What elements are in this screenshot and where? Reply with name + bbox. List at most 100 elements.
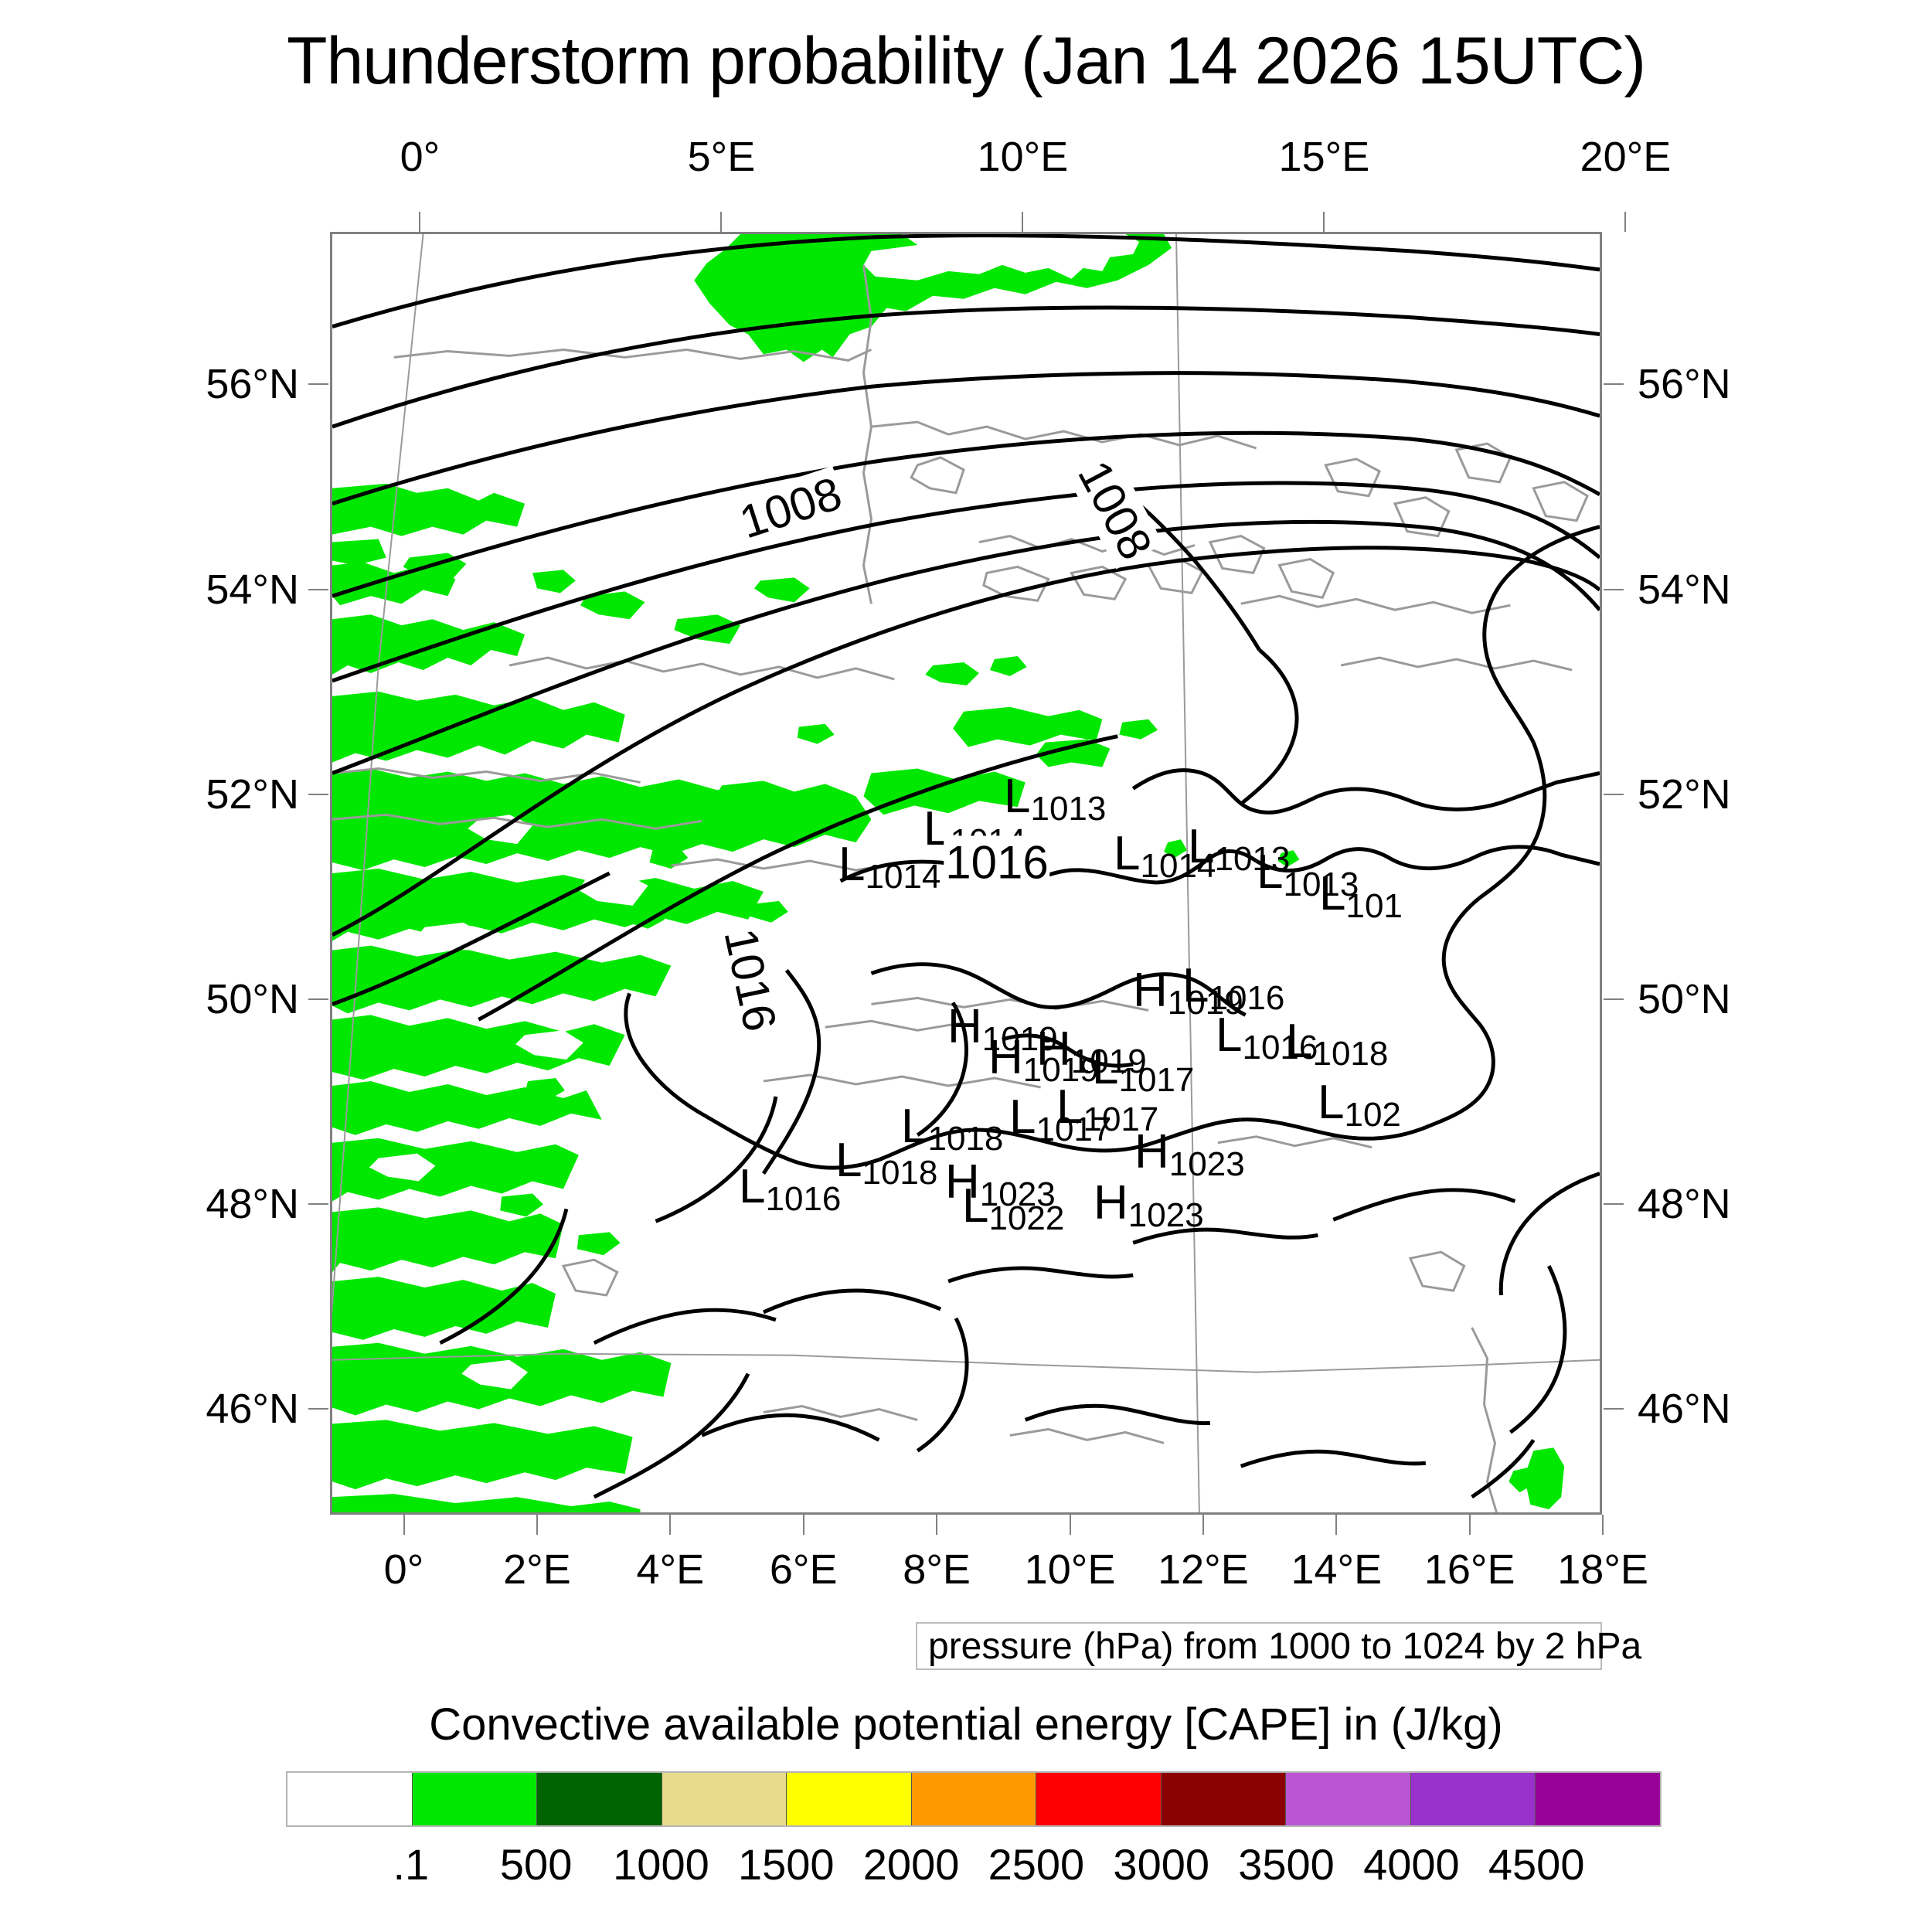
pressure-center-symbol: L <box>1056 1080 1083 1134</box>
tick-left <box>308 793 328 795</box>
pressure-center-symbol: H <box>947 1000 982 1053</box>
colorbar[interactable] <box>286 1771 1662 1827</box>
low-pressure-center: L1013 <box>1004 770 1106 826</box>
pressure-center-value: 1017 <box>1036 1111 1112 1148</box>
pressure-center-value: 1013 <box>1283 866 1359 903</box>
pressure-center-symbol: L <box>1318 1076 1345 1129</box>
pressure-center-symbol: L <box>1004 770 1031 823</box>
high-pressure-center: H1023 <box>945 1155 1056 1212</box>
colorbar-swatch-dark-red[interactable] <box>1161 1773 1287 1825</box>
isobar-value-label: 1016 <box>944 835 1050 889</box>
pressure-center-value: 1019 <box>1022 1051 1099 1089</box>
colorbar-swatch-dark-green[interactable] <box>537 1773 662 1825</box>
low-pressure-center: L1013 <box>1257 849 1359 902</box>
pressure-center-symbol: L <box>1319 867 1346 920</box>
tick-bottom <box>536 1515 538 1535</box>
pressure-center-value: 1013 <box>1030 790 1107 828</box>
tick-bottom <box>403 1515 405 1535</box>
axis-label-right: 50°N <box>1638 975 1731 1022</box>
pressure-isobars <box>332 234 1600 1499</box>
colorbar-tick-label: 2500 <box>988 1840 1085 1889</box>
axis-label-bottom: 10°E <box>1024 1546 1116 1593</box>
colorbar-swatches[interactable] <box>286 1771 1662 1827</box>
pressure-legend-box: pressure (hPa) from 1000 to 1024 by 2 hP… <box>916 1622 1641 1670</box>
tick-right <box>1604 383 1624 386</box>
pressure-center-value: 1018 <box>862 1154 938 1192</box>
colorbar-swatch-orchid[interactable] <box>1286 1773 1411 1825</box>
tick-left <box>308 383 328 386</box>
tick-right <box>1604 588 1624 590</box>
pressure-center-symbol: L <box>962 1179 989 1233</box>
pressure-center-value: 1013 <box>1214 840 1291 878</box>
tick-left <box>308 1408 328 1410</box>
colorbar-swatch-khaki[interactable] <box>662 1773 787 1825</box>
axis-label-right: 48°N <box>1638 1181 1731 1228</box>
colorbar-swatch-dark-magenta[interactable] <box>1536 1773 1661 1825</box>
map-panel[interactable]: L1013L1014L1014L1014L1013L1013L101H1019L… <box>330 232 1602 1515</box>
pressure-center-symbol: H <box>945 1155 980 1209</box>
pressure-center-value: 1023 <box>979 1175 1056 1213</box>
colorbar-swatch-orange[interactable] <box>911 1773 1037 1825</box>
high-pressure-center: H1023 <box>1134 1125 1245 1182</box>
tick-bottom <box>1069 1515 1071 1535</box>
map-frame: L1013L1014L1014L1014L1013L1013L101H1019L… <box>330 232 1602 1515</box>
tick-bottom <box>1335 1515 1338 1535</box>
colorbar-swatch-purple[interactable] <box>1410 1773 1536 1825</box>
colorbar-tick-label: 1500 <box>737 1840 835 1889</box>
colorbar-swatch-white[interactable] <box>287 1773 413 1825</box>
pressure-center-value: 1019 <box>1167 984 1243 1022</box>
low-pressure-center: L102 <box>1318 1076 1401 1132</box>
tick-right <box>1604 793 1624 795</box>
low-pressure-center: L1018 <box>901 1103 1003 1156</box>
high-pressure-center: H1019 <box>1036 1026 1147 1079</box>
colorbar-swatch-yellow[interactable] <box>787 1773 912 1825</box>
meridian-lines <box>332 234 1600 1512</box>
colorbar-tick-labels: .1 500 1000 1500 2000 2500 3000 3500 4000 4500 <box>286 1839 1662 1893</box>
colorbar-tick-label: 3000 <box>1113 1840 1210 1889</box>
low-pressure-center: L1016 <box>739 1163 841 1216</box>
pressure-center-symbol: L <box>1257 845 1284 899</box>
axis-label-bottom: 14°E <box>1291 1546 1383 1593</box>
pressure-legend-text: pressure (hPa) from 1000 to 1024 by 2 hP… <box>928 1625 1642 1667</box>
low-pressure-center: L1022 <box>962 1179 1064 1236</box>
colorbar-tick-label: .1 <box>393 1840 430 1889</box>
axis-label-bottom: 16°E <box>1423 1546 1515 1593</box>
tick-left <box>308 998 328 1000</box>
high-pressure-center: H1019 <box>1133 967 1243 1020</box>
low-pressure-center: L101 <box>1319 867 1403 923</box>
pressure-center-symbol: H <box>1036 1022 1071 1076</box>
colorbar-title: Convective available potential energy [C… <box>429 1699 1503 1750</box>
axis-label-left: 52°N <box>206 770 299 818</box>
pressure-center-symbol: H <box>1134 1125 1169 1179</box>
tick-left <box>308 1203 328 1206</box>
colorbar-swatch-bright-green[interactable] <box>412 1773 538 1825</box>
low-pressure-center: L1013 <box>1188 823 1290 876</box>
tick-left <box>308 588 328 590</box>
colorbar-swatch-red[interactable] <box>1036 1773 1162 1825</box>
pressure-center-value: 1014 <box>1140 847 1216 885</box>
pressure-center-value: 1016 <box>765 1180 842 1218</box>
axis-label-left: 54°N <box>206 566 299 613</box>
low-pressure-center: L1014 <box>1114 830 1216 883</box>
pressure-center-value: 102 <box>1344 1096 1401 1134</box>
pressure-center-symbol: L <box>1286 1015 1313 1068</box>
tick-right <box>1604 1408 1624 1410</box>
low-pressure-center: L1018 <box>835 1137 937 1190</box>
axis-label-left: 46°N <box>206 1386 299 1433</box>
pressure-center-symbol: L <box>1009 1090 1036 1144</box>
pressure-center-symbol: L <box>1182 959 1209 1012</box>
pressure-center-value: 1023 <box>1128 1196 1204 1234</box>
tick-top <box>1624 212 1627 232</box>
pressure-center-symbol: L <box>1216 1009 1243 1062</box>
pressure-center-value: 1023 <box>1168 1145 1245 1183</box>
low-pressure-center: L1016 <box>1182 959 1284 1015</box>
colorbar-tick-label: 500 <box>499 1840 573 1889</box>
pressure-center-value: 1017 <box>1118 1061 1195 1099</box>
pressure-center-value: 101 <box>1345 887 1403 925</box>
low-pressure-center: L1016 <box>1216 1009 1318 1065</box>
axis-label-left: 56°N <box>206 361 299 408</box>
axis-label-bottom: 2°E <box>503 1546 571 1593</box>
tick-bottom <box>1468 1515 1471 1535</box>
pressure-center-value: 1018 <box>927 1120 1004 1158</box>
tick-right <box>1604 998 1624 1000</box>
